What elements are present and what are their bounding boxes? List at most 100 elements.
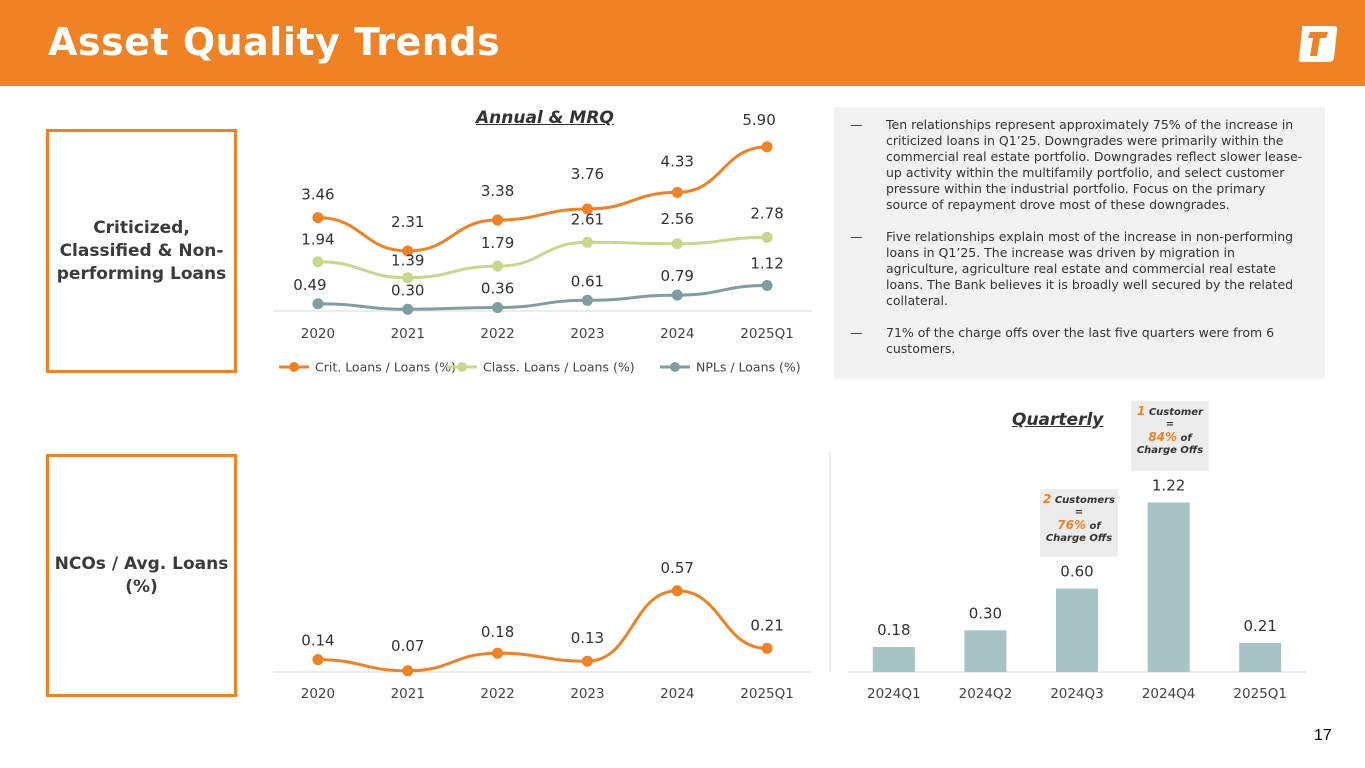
notes-panel: — Ten relationships represent approximat… [834, 107, 1325, 379]
quarterly-title: Quarterly [1012, 410, 1104, 430]
annual-data-label: 1.12 [750, 255, 783, 273]
legend-swatch-point [457, 362, 467, 372]
annual-series-point [581, 203, 593, 215]
note-item: — 71% of the charge offs over the last f… [850, 325, 1307, 357]
page-number: 17 [1314, 727, 1332, 744]
nco-x-tick-label: 2020 [301, 686, 335, 702]
annual-series-point [492, 260, 504, 272]
annual-mrq-title: Annual & MRQ [476, 108, 614, 128]
nco-series-point [402, 665, 414, 677]
quarterly-bar [1239, 642, 1282, 672]
annual-data-label: 0.79 [661, 267, 694, 285]
callout-of: of [1180, 433, 1192, 444]
header-bar: Asset Quality Trends [0, 0, 1365, 86]
quarterly-x-tick-label: 2024Q3 [1050, 686, 1104, 702]
annual-series-point [402, 303, 414, 315]
brand-logo-icon [1298, 26, 1338, 62]
quarterly-data-label: 0.60 [1060, 563, 1093, 581]
callout-tail: Charge Offs [1045, 533, 1113, 544]
callout-tail: Charge Offs [1136, 445, 1204, 456]
callout-eq: = [1165, 419, 1175, 430]
annual-series-point [581, 236, 593, 248]
quarterly-data-label: 1.22 [1152, 476, 1185, 494]
annual-data-label: 0.61 [571, 272, 604, 290]
annual-data-label: 4.33 [661, 152, 694, 170]
callout-unit: Customers [1054, 495, 1115, 506]
annual-x-tick-label: 2022 [480, 326, 514, 342]
legend-entry: Class. Loans / Loans (%) [483, 360, 635, 375]
annual-data-label: 3.46 [301, 186, 334, 204]
annual-series-point [312, 212, 324, 224]
annual-series-point [671, 238, 683, 250]
callout-count: 2 [1043, 492, 1052, 506]
annual-series-point [671, 186, 683, 198]
callout-eq: = [1074, 507, 1084, 518]
annual-data-label: 3.76 [571, 165, 604, 183]
annual-series-point [312, 298, 324, 310]
annual-series-point [402, 245, 414, 257]
note-item: — Ten relationships represent approximat… [850, 117, 1307, 213]
note-dash: — [850, 325, 863, 340]
annual-data-label: 0.36 [481, 280, 514, 298]
annual-data-label: 3.38 [481, 182, 514, 200]
annual-series-point [761, 231, 773, 243]
annual-data-label: 2.61 [571, 210, 604, 228]
note-text: Five relationships explain most of the i… [886, 229, 1294, 308]
annual-data-label: 2.78 [750, 204, 783, 222]
annual-data-label: 1.79 [481, 234, 514, 252]
annual-series-point [492, 302, 504, 314]
legend-swatch-point [670, 362, 680, 372]
nco-x-tick-label: 2023 [570, 686, 604, 702]
nco-data-label: 0.13 [571, 629, 604, 647]
quarterly-bar [1147, 502, 1190, 672]
annual-data-label: 1.94 [301, 231, 334, 249]
annual-x-tick-label: 2024 [660, 326, 694, 342]
nco-data-label: 0.07 [391, 637, 424, 655]
nco-data-label: 0.57 [661, 559, 694, 577]
quarterly-bar [964, 630, 1007, 672]
callout-two-customers: 2 Customers = 76% of Charge Offs [1040, 489, 1118, 557]
callout-one-customer: 1 Customer = 84% of Charge Offs [1131, 401, 1209, 471]
callout-pct: 84% [1148, 430, 1177, 444]
quarterly-x-tick-label: 2024Q4 [1142, 686, 1196, 702]
nco-data-label: 0.21 [750, 616, 783, 634]
quarterly-data-label: 0.18 [877, 621, 910, 639]
nco-x-tick-label: 2021 [391, 686, 425, 702]
note-dash: — [850, 117, 863, 132]
quarterly-bar [872, 646, 915, 672]
nco-x-tick-label: 2025Q1 [740, 686, 794, 702]
nco-data-label: 0.18 [481, 623, 514, 641]
annual-data-label: 1.39 [391, 252, 424, 270]
annual-data-label: 0.30 [391, 281, 424, 299]
quarterly-x-tick-label: 2024Q2 [959, 686, 1013, 702]
quarterly-data-label: 0.30 [969, 604, 1002, 622]
nco-data-label: 0.14 [301, 632, 334, 650]
annual-series-point [402, 272, 414, 284]
annual-series-point [671, 289, 683, 301]
note-text: Ten relationships represent approximatel… [886, 117, 1303, 212]
annual-x-tick-label: 2020 [301, 326, 335, 342]
annual-series-point [761, 141, 773, 153]
annual-x-tick-label: 2021 [391, 326, 425, 342]
annual-series-point [761, 280, 773, 292]
annual-series-point [581, 294, 593, 306]
page-title: Asset Quality Trends [48, 20, 501, 64]
annual-x-tick-label: 2023 [570, 326, 604, 342]
nco-series-line [317, 589, 768, 673]
quarterly-data-label: 0.21 [1243, 617, 1276, 635]
legend-entry: NPLs / Loans (%) [696, 360, 801, 375]
annual-series-point [312, 256, 324, 268]
annual-series-line [317, 145, 768, 253]
ncos-avg-loans-label: NCOs / Avg. Loans (%) [46, 454, 237, 697]
nco-series-point [761, 642, 773, 654]
nco-x-tick-label: 2022 [480, 686, 514, 702]
annual-data-label: 2.56 [661, 210, 694, 228]
callout-of: of [1089, 521, 1101, 532]
criticized-classified-label: Criticized, Classified & Non-performing … [46, 129, 237, 373]
callout-unit: Customer [1148, 407, 1204, 418]
nco-series-point [312, 654, 324, 666]
annual-data-label: 0.49 [293, 276, 326, 294]
legend-entry: Crit. Loans / Loans (%) [315, 360, 456, 375]
annual-series-point [492, 214, 504, 226]
